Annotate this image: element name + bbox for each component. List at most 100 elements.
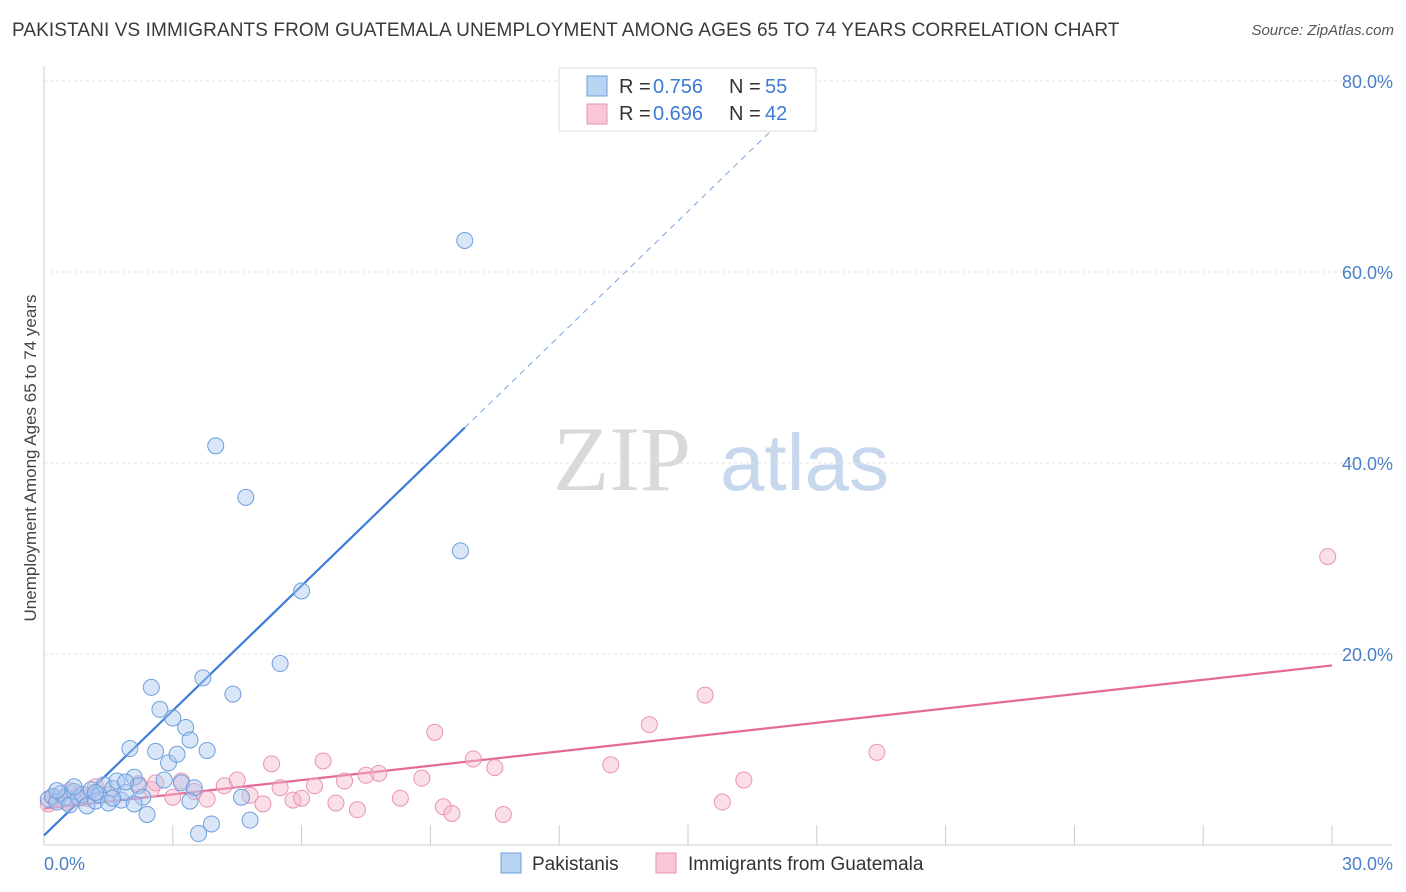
pakistanis-point-48 [87,783,105,801]
pakistanis-point-25 [147,742,165,760]
pakistanis-point-49 [65,778,83,796]
tick-labels: 20.0% 40.0% 60.0% 80.0% 0.0% 30.0% [44,72,1393,874]
pakistanis-point-37 [198,741,216,759]
y-tick-label-0: 20.0% [1342,645,1393,665]
pakistanis-point-39 [181,792,199,810]
pakistanis-point-54 [232,788,250,806]
guatemala-point-22 [284,791,302,809]
pakistanis-point-31 [172,774,190,792]
axes [43,66,1392,846]
y-tick-label-3: 80.0% [1342,72,1393,92]
legend-n-label-1: N = [729,76,761,98]
guatemala-point-20 [263,755,281,773]
correlation-legend: R = 0.756 N = 55 R = 0.696 N = 42 [558,67,817,132]
pakistanis-point-35 [190,825,208,843]
guatemala-point-12 [164,788,182,806]
guatemala-point-23 [293,789,311,807]
guatemala-point-40 [640,716,658,734]
trend-lines [43,86,1333,837]
pakistanis-point-41 [224,685,242,703]
guatemala-point-39 [602,756,620,774]
guatemala-point-24 [305,777,323,795]
y-axis-label: Unemployment Among Ages 65 to 74 years [21,295,40,622]
pakistanis-point-9 [78,797,96,815]
guatemala-point-44 [868,743,886,761]
guatemala-point-25 [314,752,332,770]
source-label: Source: ZipAtlas.com [1251,22,1394,39]
guatemala-point-30 [370,764,388,782]
guatemala-point-29 [357,766,375,784]
pakistanis-point-21 [129,777,147,795]
guatemala-point-36 [464,750,482,768]
y-tick-label-2: 60.0% [1342,263,1393,283]
pakistanis-point-16 [108,772,126,790]
guatemala-point-28 [348,801,366,819]
pakistanis-point-33 [181,731,199,749]
legend-n-value-2: 42 [765,103,787,125]
pakistanis-point-20 [125,768,143,786]
guatemala-point-18 [241,786,259,804]
guatemala-point-45 [1319,548,1337,566]
pakistanis-point-38 [202,815,220,833]
pakistanis-point-36 [194,669,212,687]
guatemala-point-35 [443,804,461,822]
pakistanis-point-43 [237,488,255,506]
x-tick-label-1: 30.0% [1342,854,1393,874]
pakistanis-point-45 [293,582,311,600]
guatemala-point-14 [185,783,203,801]
legend-r-label-1: R = [619,76,651,98]
pakistanis-point-40 [207,437,225,455]
guatemala-point-17 [228,771,246,789]
pakistanis-point-19 [121,740,139,758]
chart-title: PAKISTANI VS IMMIGRANTS FROM GUATEMALA U… [12,20,1120,41]
pakistanis-point-26 [151,700,169,718]
guatemala-point-38 [494,805,512,823]
legend-swatch-guatemala [586,103,608,125]
pakistanis-point-53 [117,773,135,791]
legend-r-value-2: 0.696 [653,103,703,125]
series-legend: Pakistanis Immigrants from Guatemala [500,852,924,875]
legend-n-label-2: N = [729,103,761,125]
bottom-legend-guatemala: Immigrants from Guatemala [688,854,924,875]
legend-swatch-pakistanis [586,75,608,97]
guatemala-point-26 [327,794,345,812]
guatemala-point-33 [426,723,444,741]
pakistanis-point-29 [164,709,182,727]
pakistanis-point-22 [134,788,152,806]
pakistanis-trend-extension [464,86,818,429]
guatemala-trend-line [43,664,1333,810]
guatemala-point-31 [391,789,409,807]
legend-r-value-1: 0.756 [653,76,703,98]
pakistanis-point-23 [138,805,156,823]
guatemala-point-34 [434,798,452,816]
pakistanis-point-30 [168,745,186,763]
guatemala-point-27 [336,772,354,790]
pakistanis-point-51 [48,782,66,800]
pakistanis-point-5 [61,796,79,814]
x-tick-label-0: 0.0% [44,854,85,874]
guatemala-point-42 [713,793,731,811]
pakistanis-point-34 [185,779,203,797]
pakistanis-point-46 [451,542,469,560]
watermark-zip: ZIP [553,408,691,510]
pakistanis-point-42 [241,811,259,829]
legend-n-value-1: 55 [765,76,787,98]
guatemala-point-21 [271,779,289,797]
guatemala-point-41 [696,686,714,704]
bottom-legend-swatch-pakistanis [500,852,522,874]
pakistanis-point-47 [456,231,474,249]
y-tick-label-1: 40.0% [1342,454,1393,474]
pakistanis-point-28 [160,754,178,772]
gridlines [44,80,1392,655]
pakistanis-point-44 [271,655,289,673]
guatemala-point-19 [254,795,272,813]
pakistanis-trend-line [43,426,466,837]
legend-r-label-2: R = [619,103,651,125]
guatemala-point-37 [486,759,504,777]
pakistanis-point-24 [142,678,160,696]
guatemala-point-43 [735,771,753,789]
bottom-legend-pakistanis: Pakistanis [532,854,619,875]
data-points [39,231,1337,843]
watermark-atlas: atlas [720,418,889,507]
